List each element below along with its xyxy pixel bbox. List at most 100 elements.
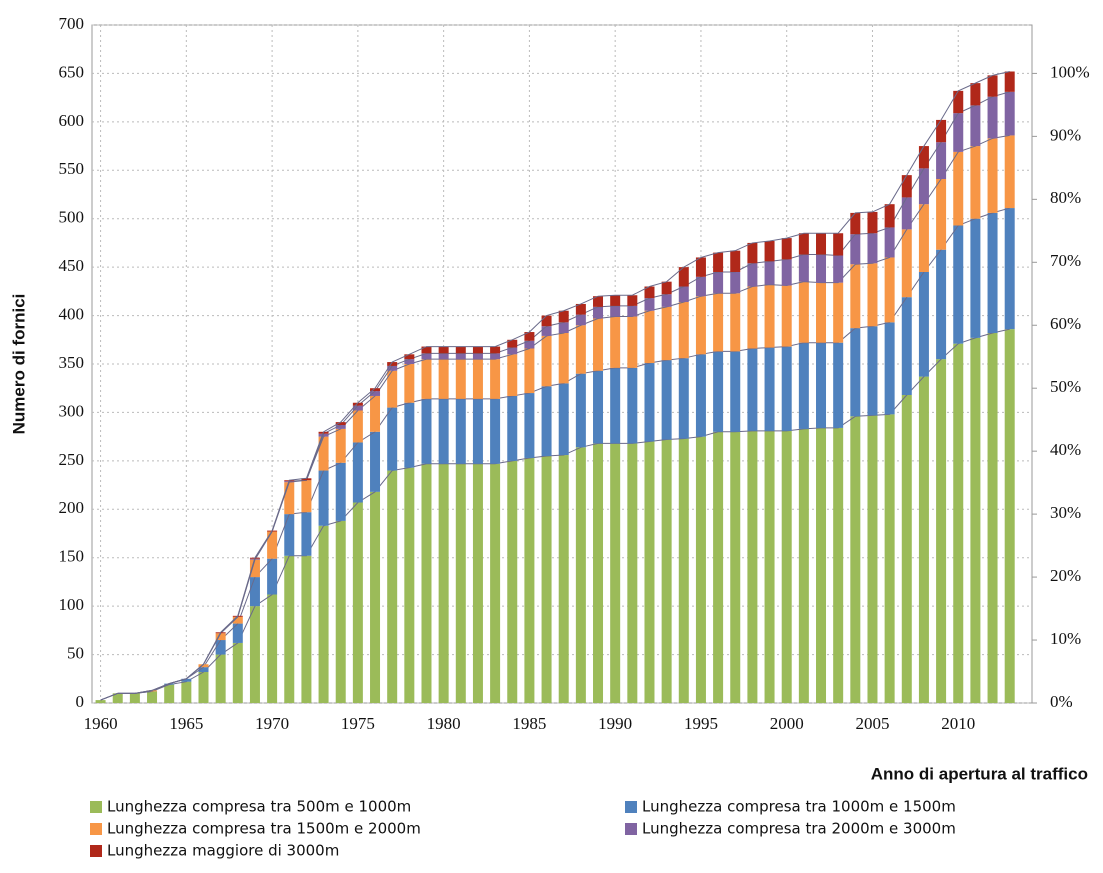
- legend-label: Lunghezza compresa tra 2000m e 3000m: [642, 820, 956, 838]
- bar-segment: [129, 693, 140, 703]
- bar-segment: [695, 296, 706, 355]
- bar-segment: [678, 358, 689, 439]
- bar-segment: [987, 212, 998, 334]
- bar-segment: [575, 373, 586, 448]
- bar-segment: [541, 386, 552, 457]
- y2-tick-label: 20%: [1050, 566, 1081, 585]
- bar-segment: [798, 281, 809, 343]
- bar-segment: [507, 395, 518, 461]
- y2-tick-label: 80%: [1050, 188, 1081, 207]
- y2-tick-label: 50%: [1050, 377, 1081, 396]
- bar-segment: [627, 367, 638, 444]
- bar-segment: [661, 294, 672, 307]
- bar-segment: [936, 359, 947, 703]
- bar-segment: [695, 276, 706, 297]
- bar-segment: [747, 263, 758, 287]
- bar-segment: [644, 310, 655, 364]
- bar-segment: [472, 346, 483, 354]
- bar-segment: [404, 354, 415, 360]
- legend-swatch: [90, 823, 102, 835]
- legend-swatch: [90, 845, 102, 857]
- bar-segment: [1004, 71, 1015, 92]
- y-tick-label: 0: [76, 692, 85, 711]
- bar-segment: [438, 359, 449, 399]
- y2-tick-label: 0%: [1050, 692, 1073, 711]
- bar-segment: [816, 254, 827, 283]
- bar-segment: [421, 359, 432, 399]
- bar-segment: [953, 343, 964, 703]
- bar-segment: [987, 75, 998, 97]
- bar-segment: [232, 616, 243, 624]
- bar-segment: [507, 339, 518, 348]
- bar-segment: [610, 295, 621, 306]
- x-tick-label: 2000: [770, 714, 804, 733]
- bar-segment: [593, 306, 604, 319]
- bar-segment: [198, 664, 209, 668]
- bar-segment: [695, 257, 706, 277]
- bar-segment: [953, 225, 964, 344]
- bar-segment: [318, 525, 329, 703]
- bar-segment: [747, 242, 758, 264]
- bar-segment: [112, 693, 123, 703]
- bar-segment: [833, 427, 844, 703]
- bar-segment: [455, 353, 466, 360]
- bar-segment: [1004, 135, 1015, 209]
- bar-segment: [352, 442, 363, 503]
- bar-segment: [781, 430, 792, 703]
- bar-segment: [987, 333, 998, 703]
- bar-segment: [884, 322, 895, 415]
- bar-segment: [867, 415, 878, 703]
- x-tick-label: 1970: [255, 714, 289, 733]
- bar-segment: [1004, 329, 1015, 703]
- bar-segment: [472, 359, 483, 399]
- bar-segment: [490, 346, 501, 354]
- bar-segment: [918, 146, 929, 169]
- bar-segment: [387, 365, 398, 371]
- bar-segment: [370, 395, 381, 432]
- y-tick-label: 250: [59, 450, 85, 469]
- bar-segment: [472, 463, 483, 703]
- y-tick-label: 700: [59, 14, 85, 33]
- bar-segment: [627, 443, 638, 703]
- bar-segment: [764, 284, 775, 348]
- bar-segment: [387, 370, 398, 408]
- bar-segment: [816, 342, 827, 428]
- bar-segment: [987, 96, 998, 139]
- bar-segment: [730, 271, 741, 294]
- bar-segment: [867, 326, 878, 416]
- bar-segment: [249, 577, 260, 607]
- bar-segment: [284, 514, 295, 556]
- bar-segment: [352, 402, 363, 406]
- bar-segment: [284, 482, 295, 515]
- bar-segment: [867, 211, 878, 234]
- bar-segment: [95, 700, 106, 703]
- bar-segment: [455, 398, 466, 464]
- bar-segment: [695, 436, 706, 703]
- bar-segment: [318, 433, 329, 437]
- legend-label: Lunghezza compresa tra 1000m e 1500m: [642, 798, 956, 816]
- bar-segment: [404, 467, 415, 703]
- y-tick-label: 350: [59, 353, 85, 372]
- bar-segment: [764, 347, 775, 431]
- y-tick-label: 100: [59, 595, 85, 614]
- bar-segment: [918, 271, 929, 377]
- bar-segment: [301, 512, 312, 556]
- bar-segment: [627, 316, 638, 368]
- bar-segment: [524, 457, 535, 703]
- bar-segment: [884, 257, 895, 323]
- bar-segment: [593, 443, 604, 703]
- bar-segment: [181, 678, 192, 682]
- bar-segment: [387, 362, 398, 366]
- y-tick-label: 200: [59, 498, 85, 517]
- bar-segment: [147, 691, 158, 703]
- bar-segment: [284, 555, 295, 703]
- bar-segment: [541, 335, 552, 387]
- bar-segment: [249, 559, 260, 578]
- bar-segment: [558, 310, 569, 323]
- bar-segment: [661, 281, 672, 295]
- bar-segment: [472, 398, 483, 464]
- bar-segment: [781, 285, 792, 347]
- bar-segment: [730, 431, 741, 703]
- bar-segment: [644, 286, 655, 299]
